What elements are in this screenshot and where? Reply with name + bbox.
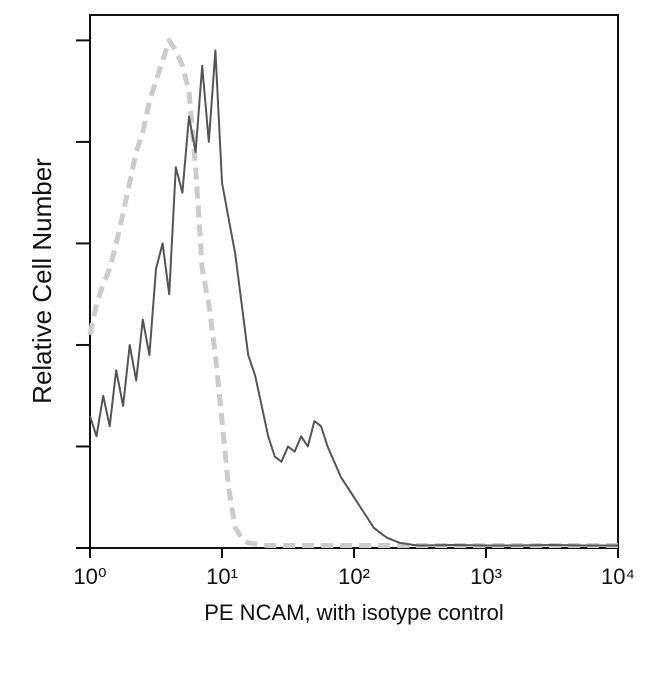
x-tick-label: 10² [338,564,370,589]
histogram-line [89,49,618,547]
x-axis-label: PE NCAM, with isotype control [204,600,504,625]
y-axis-label: Relative Cell Number [27,158,57,404]
histogram-line [87,37,618,548]
x-tick-label: 10⁰ [73,564,106,589]
x-tick-label: 10³ [470,564,502,589]
x-tick-label: 10⁴ [601,564,635,589]
x-tick-label: 10¹ [206,564,238,589]
